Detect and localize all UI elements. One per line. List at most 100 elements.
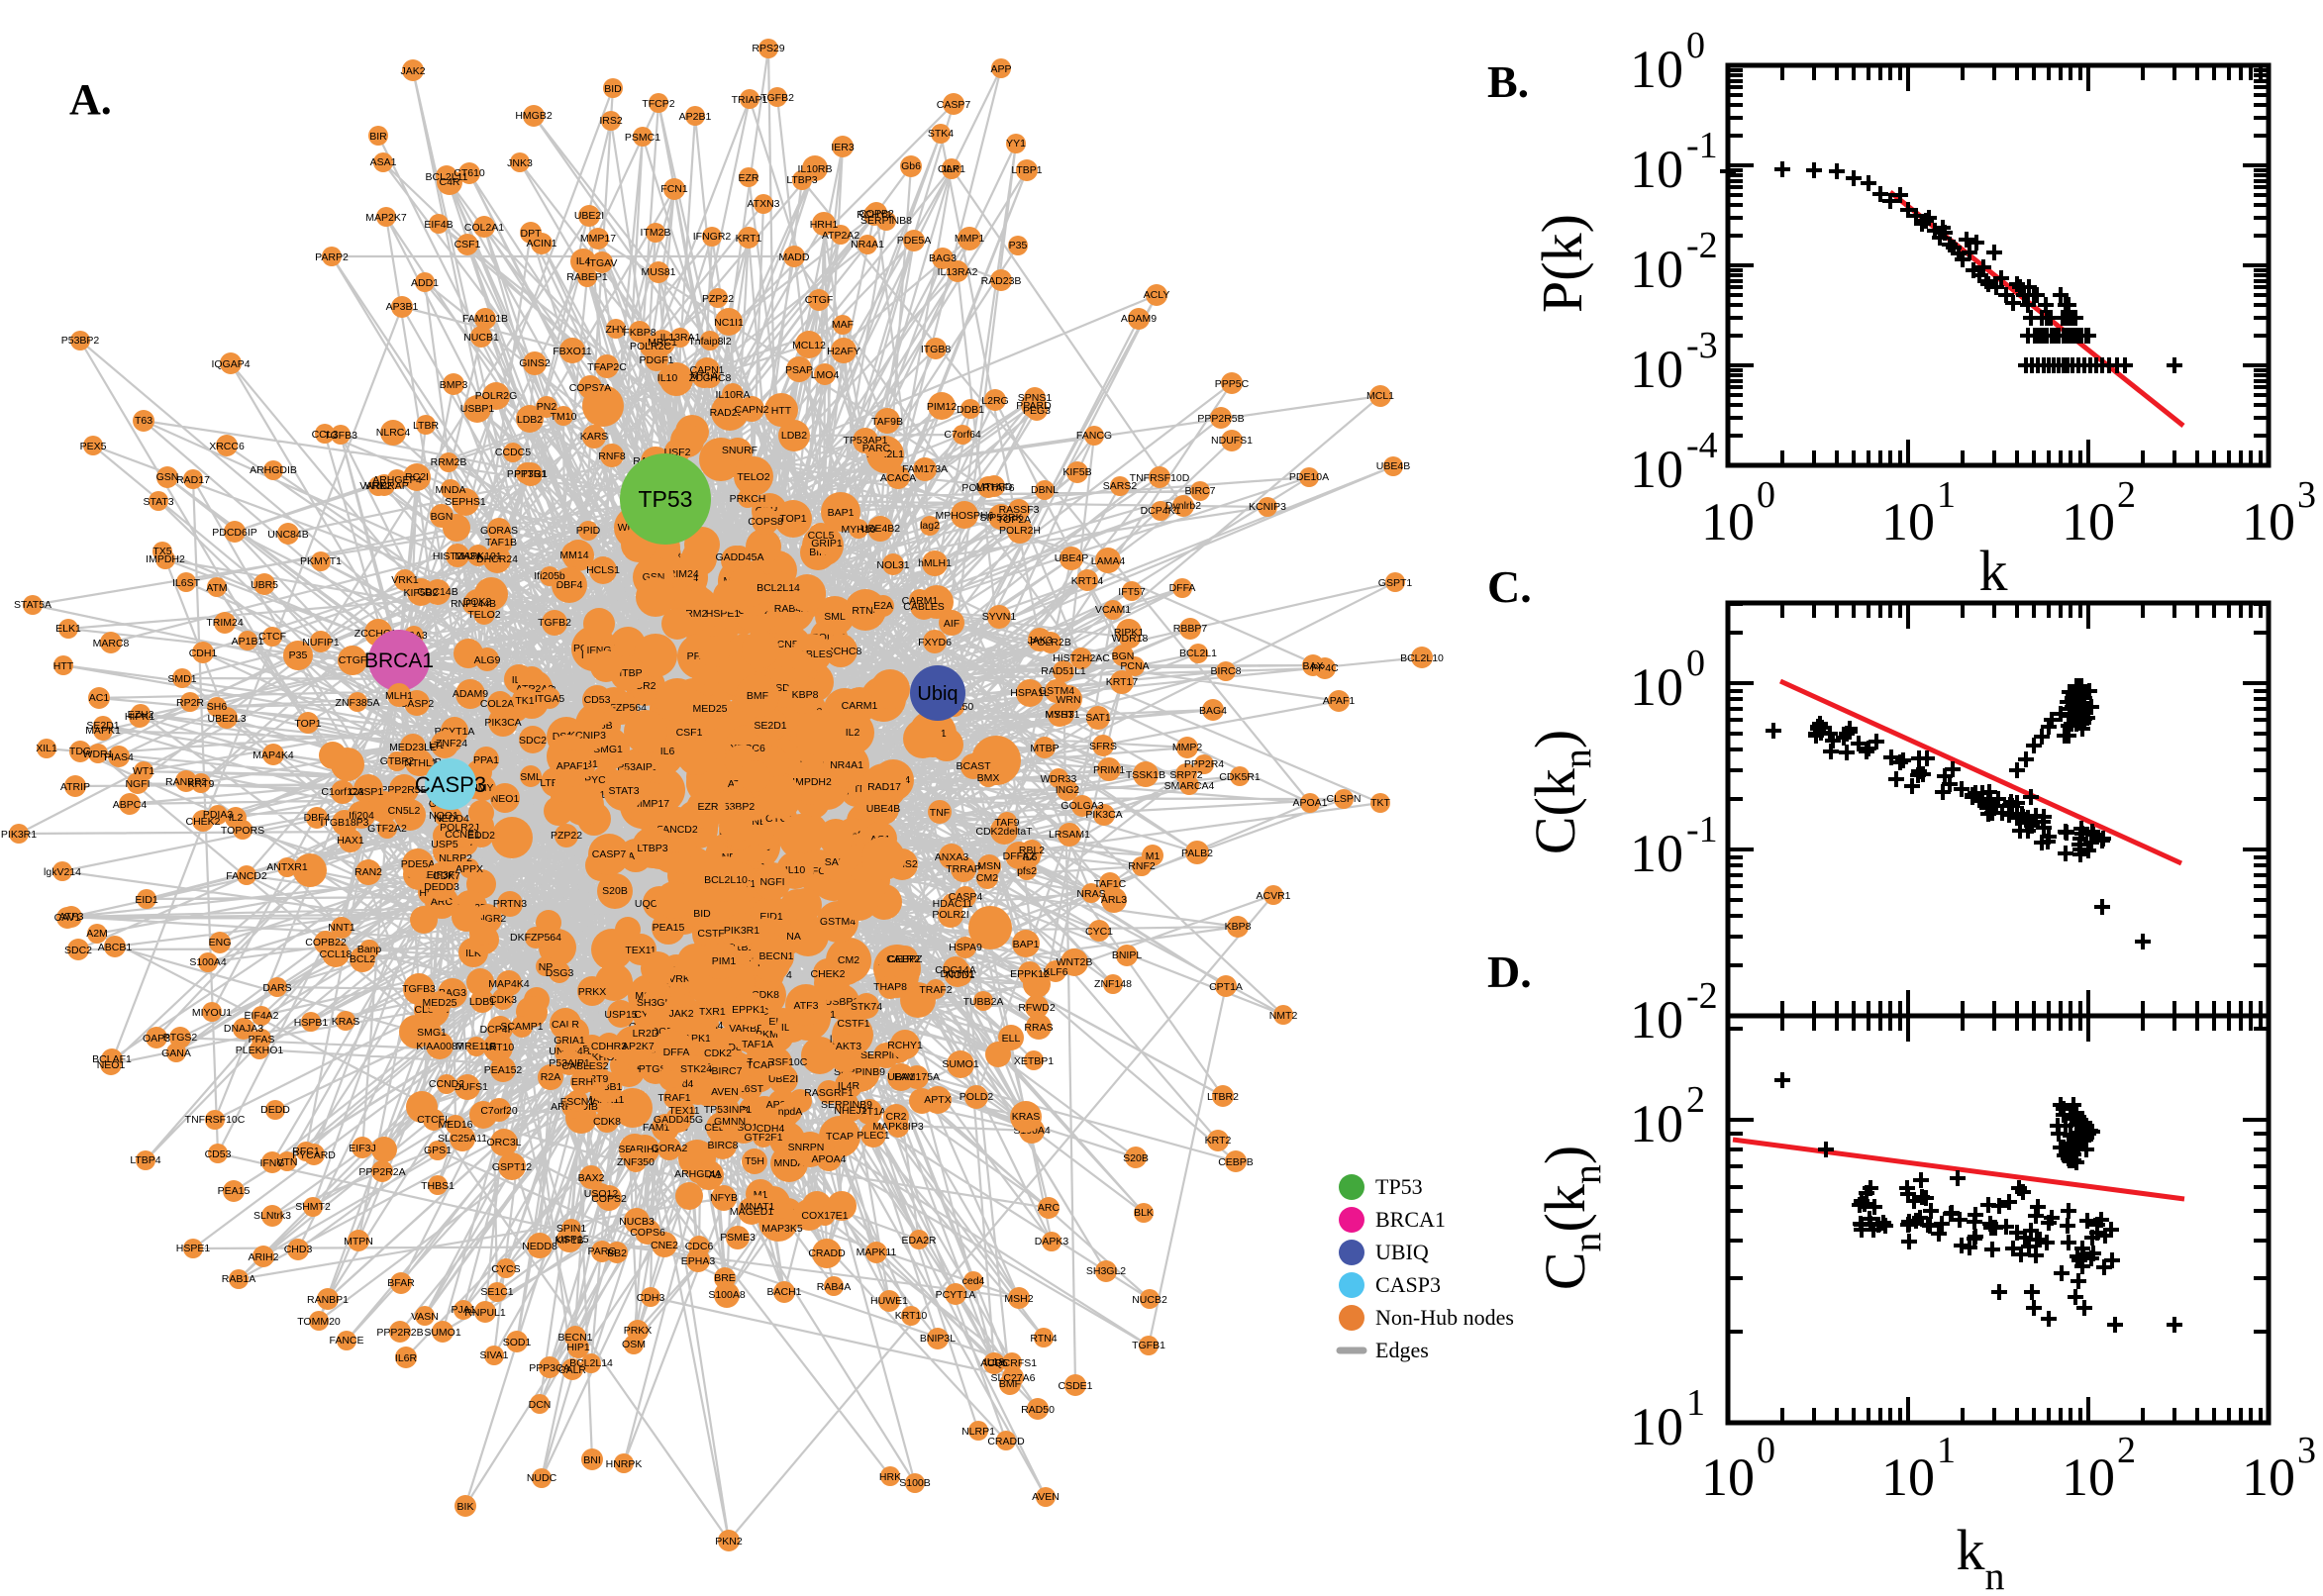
svg-text:BIRC7: BIRC7: [712, 1065, 743, 1077]
svg-text:MMP1: MMP1: [955, 233, 984, 245]
svg-text:TELO2: TELO2: [737, 471, 769, 483]
svg-text:MED16: MED16: [438, 1119, 472, 1131]
svg-text:PIK3CA: PIK3CA: [1085, 809, 1122, 821]
svg-text:PIAS4: PIAS4: [104, 751, 134, 763]
svg-text:LTBR: LTBR: [413, 420, 439, 432]
svg-text:FANCD2: FANCD2: [226, 870, 267, 882]
svg-text:BACH1: BACH1: [766, 1286, 801, 1298]
svg-text:npdA: npdA: [778, 1106, 803, 1118]
svg-text:MSH2: MSH2: [1004, 1293, 1033, 1305]
svg-text:EZR: EZR: [739, 172, 759, 184]
svg-text:CEBPZ: CEBPZ: [887, 953, 923, 965]
svg-text:COPS8: COPS8: [748, 516, 783, 528]
svg-text:DFFA: DFFA: [663, 1047, 690, 1058]
svg-text:ZNF385A: ZNF385A: [336, 697, 380, 709]
svg-text:MTHFD: MTHFD: [976, 481, 1013, 493]
svg-text:HCLS1: HCLS1: [586, 564, 620, 576]
svg-text:10: 10: [1881, 492, 1935, 551]
svg-text:POLR2I: POLR2I: [932, 909, 968, 921]
svg-text:USP5: USP5: [431, 839, 458, 850]
svg-text:FANCG: FANCG: [1076, 430, 1112, 442]
svg-text:MNDA: MNDA: [436, 484, 466, 496]
svg-text:BAX: BAX: [1302, 660, 1323, 672]
svg-text:10: 10: [1701, 492, 1755, 551]
svg-text:SCAMP1: SCAMP1: [500, 1021, 543, 1033]
svg-text:ADD1: ADD1: [411, 277, 439, 289]
svg-text:PKN2: PKN2: [715, 1536, 743, 1547]
svg-text:AP3B1: AP3B1: [386, 301, 419, 313]
svg-text:IFNGR2: IFNGR2: [693, 231, 732, 243]
svg-text:IL10: IL10: [657, 372, 678, 384]
svg-text:KCNIP3: KCNIP3: [1249, 501, 1286, 513]
svg-text:EZR: EZR: [698, 801, 719, 813]
svg-text:0: 0: [1757, 1430, 1775, 1471]
svg-text:XIL1: XIL1: [36, 743, 57, 754]
svg-text:KRAS: KRAS: [1012, 1111, 1041, 1123]
svg-text:IL6: IL6: [660, 746, 675, 757]
svg-text:DKFZP564: DKFZP564: [510, 932, 561, 944]
svg-text:VTN: VTN: [277, 1156, 298, 1168]
svg-text:YY1: YY1: [1006, 138, 1026, 150]
svg-text:C4R: C4R: [439, 176, 459, 188]
svg-text:PPP5C: PPP5C: [1215, 378, 1250, 390]
svg-text:CDH3: CDH3: [637, 1292, 665, 1304]
svg-text:TOP1: TOP1: [294, 718, 321, 730]
svg-text:XETBP1: XETBP1: [1014, 1055, 1054, 1067]
svg-text:Gb6: Gb6: [901, 160, 921, 172]
svg-text:VRK1: VRK1: [391, 574, 419, 586]
svg-text:LTBP3: LTBP3: [637, 843, 667, 854]
svg-text:FKBP8: FKBP8: [623, 327, 656, 339]
svg-text:PRKX: PRKX: [578, 986, 607, 998]
svg-text:WRN: WRN: [1056, 694, 1080, 706]
svg-text:EIF3J: EIF3J: [349, 1143, 375, 1154]
svg-text:2: 2: [1686, 1079, 1705, 1121]
svg-text:ERH: ERH: [571, 1076, 593, 1088]
svg-text:EDA2R: EDA2R: [901, 1235, 936, 1247]
svg-text:PPP3CA: PPP3CA: [529, 1362, 569, 1374]
svg-text:SE2D1: SE2D1: [86, 720, 119, 732]
svg-text:SEPHS1: SEPHS1: [445, 496, 486, 508]
svg-text:PEX5: PEX5: [80, 441, 107, 452]
svg-text:RNPUL1: RNPUL1: [464, 1307, 506, 1319]
svg-text:COPS7A: COPS7A: [569, 382, 612, 394]
svg-text:DCN: DCN: [529, 1399, 552, 1411]
svg-text:IMPDH2: IMPDH2: [792, 776, 832, 788]
svg-text:-2: -2: [1686, 975, 1718, 1017]
svg-text:ITGB8: ITGB8: [921, 344, 952, 355]
svg-text:pfs2: pfs2: [1017, 865, 1037, 877]
svg-text:B.: B.: [1487, 56, 1529, 107]
svg-text:EIF4B: EIF4B: [424, 219, 453, 231]
svg-text:GINS2: GINS2: [519, 357, 551, 369]
svg-text:RABEP1: RABEP1: [566, 271, 608, 283]
svg-text:CHEK2: CHEK2: [185, 816, 220, 828]
svg-text:THBS1: THBS1: [421, 1180, 454, 1192]
svg-text:CALR2: CALR2: [886, 953, 920, 965]
svg-text:TKT: TKT: [1370, 797, 1390, 809]
svg-text:ILK: ILK: [944, 163, 960, 175]
svg-text:BAG3: BAG3: [929, 252, 957, 264]
svg-text:MT1A: MT1A: [690, 370, 718, 382]
svg-text:ZNF148: ZNF148: [1094, 978, 1132, 990]
svg-text:BCL2L10: BCL2L10: [1400, 652, 1444, 664]
svg-text:HIST2H3A: HIST2H3A: [433, 550, 482, 562]
svg-text:1: 1: [1937, 474, 1956, 516]
svg-text:0: 0: [1757, 474, 1775, 516]
svg-text:PDIA3: PDIA3: [203, 809, 234, 821]
svg-text:GSTM4: GSTM4: [820, 916, 856, 928]
svg-text:-4: -4: [1686, 425, 1718, 466]
svg-text:DSG3: DSG3: [546, 967, 574, 979]
svg-text:NP: NP: [539, 961, 554, 973]
svg-text:MSN: MSN: [977, 860, 1000, 872]
svg-text:CARM1: CARM1: [902, 595, 939, 607]
svg-text:VASN: VASN: [411, 1311, 439, 1323]
svg-text:L2RG: L2RG: [981, 395, 1008, 407]
svg-text:PLEKHO1: PLEKHO1: [236, 1045, 284, 1056]
svg-text:SMARCA4: SMARCA4: [1164, 780, 1215, 792]
svg-text:VRK2: VRK2: [364, 480, 392, 492]
svg-text:CRADD: CRADD: [987, 1436, 1025, 1447]
svg-text:PRIM1: PRIM1: [1093, 764, 1125, 776]
svg-text:C7orf64: C7orf64: [944, 429, 981, 441]
svg-text:NEDD4: NEDD4: [434, 813, 469, 825]
svg-text:LDB2: LDB2: [781, 430, 807, 442]
svg-text:UNC84B: UNC84B: [267, 529, 308, 541]
